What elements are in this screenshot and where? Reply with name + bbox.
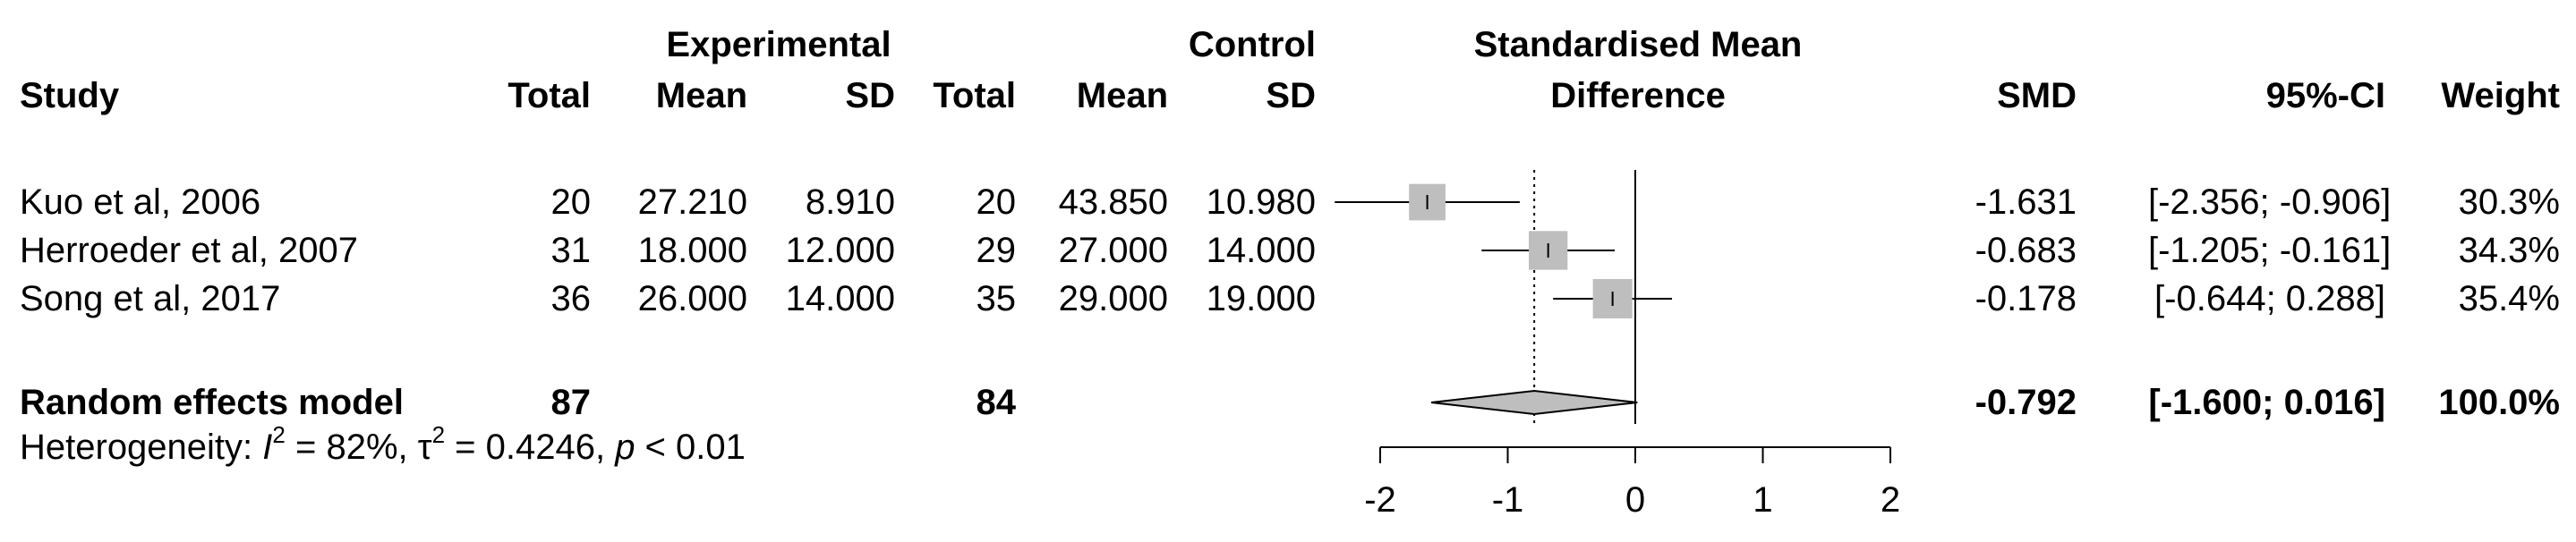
study-weight: 30.3% — [2458, 182, 2560, 222]
pooled-effect-diamond — [1430, 389, 1638, 416]
study-smd: -0.178 — [1975, 279, 2077, 318]
header-weight: Weight — [2441, 76, 2560, 115]
study-weight: 35.4% — [2458, 279, 2560, 318]
exp-mean: 27.210 — [637, 182, 747, 222]
study-smd: -0.683 — [1975, 231, 2077, 270]
ctrl-sd: 14.000 — [1206, 231, 1316, 270]
exp-sd: 14.000 — [785, 279, 895, 318]
pooled-total-control: 84 — [976, 383, 1017, 422]
header-sd-control: SD — [1266, 76, 1316, 115]
header-total-control: Total — [933, 76, 1016, 115]
pooled-smd: -0.792 — [1975, 383, 2077, 422]
header-sd-experimental: SD — [845, 76, 895, 115]
ctrl-sd: 10.980 — [1206, 182, 1316, 222]
ctrl-mean: 27.000 — [1058, 231, 1168, 270]
x-axis-tick-label: 1 — [1753, 480, 1772, 520]
header-mean-experimental: Mean — [655, 76, 747, 115]
exp-total: 31 — [550, 231, 592, 270]
study-ci: [-2.356; -0.906] — [2148, 182, 2392, 222]
ctrl-total: 29 — [976, 231, 1017, 270]
x-axis-tick-label: 2 — [1881, 480, 1900, 520]
study-name: Herroeder et al, 2007 — [20, 231, 359, 270]
header-smd-title-line1: Standardised Mean — [1473, 25, 1803, 64]
header-control: Control — [1188, 25, 1316, 64]
pooled-ci: [-1.600; 0.016] — [2148, 383, 2385, 422]
header-ci: 95%-CI — [2265, 76, 2385, 115]
ctrl-mean: 43.850 — [1058, 182, 1168, 222]
study-ci: [-0.644; 0.288] — [2154, 279, 2385, 318]
exp-mean: 26.000 — [637, 279, 747, 318]
study-ci: [-1.205; -0.161] — [2148, 231, 2392, 270]
ctrl-mean: 29.000 — [1058, 279, 1168, 318]
x-axis-tick-label: -2 — [1364, 480, 1396, 520]
study-name: Kuo et al, 2006 — [20, 182, 261, 222]
study-name: Song et al, 2017 — [20, 279, 281, 318]
exp-mean: 18.000 — [637, 231, 747, 270]
header-total-experimental: Total — [508, 76, 591, 115]
x-axis-tick-label: -1 — [1492, 480, 1524, 520]
pooled-total-experimental: 87 — [550, 383, 592, 422]
header-smd-title-line2: Difference — [1550, 76, 1726, 115]
x-axis-tick-label: 0 — [1625, 480, 1645, 520]
ctrl-total: 20 — [976, 182, 1017, 222]
header-experimental: Experimental — [666, 25, 891, 64]
exp-sd: 8.910 — [805, 182, 895, 222]
ctrl-total: 35 — [976, 279, 1017, 318]
header-smd: SMD — [1997, 76, 2077, 115]
pooled-label: Random effects model — [20, 383, 404, 422]
exp-sd: 12.000 — [785, 231, 895, 270]
header-mean-control: Mean — [1076, 76, 1168, 115]
exp-total: 36 — [550, 279, 592, 318]
pooled-weight: 100.0% — [2438, 383, 2560, 422]
exp-total: 20 — [550, 182, 592, 222]
header-study: Study — [20, 76, 120, 115]
study-smd: -1.631 — [1975, 182, 2077, 222]
ctrl-sd: 19.000 — [1206, 279, 1316, 318]
study-weight: 34.3% — [2458, 231, 2560, 270]
heterogeneity-text: Heterogeneity: I2 = 82%, τ2 = 0.4246, p … — [20, 421, 746, 467]
